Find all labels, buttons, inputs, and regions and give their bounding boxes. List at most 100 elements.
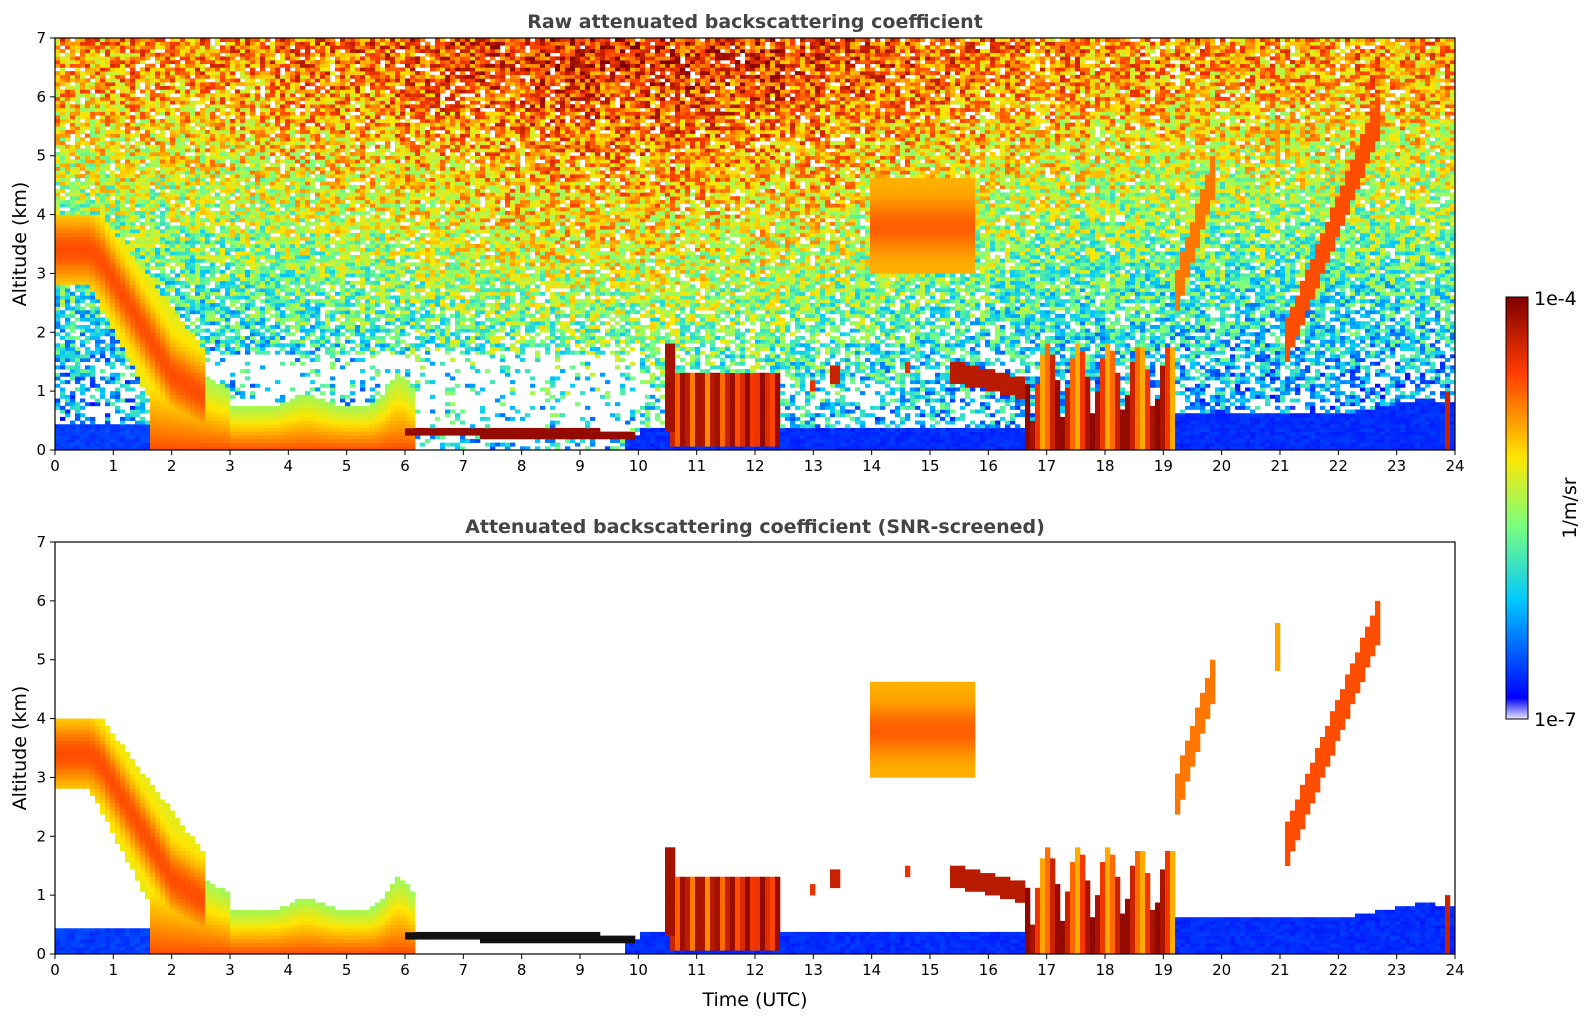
heatmap-cell [90,174,96,179]
heatmap-cell [295,435,301,440]
heatmap-cell [315,405,321,410]
heatmap-cell [300,93,306,98]
heatmap-cell [180,203,186,208]
heatmap-cell [120,431,126,436]
heatmap-cell [185,82,191,87]
heatmap-cell [225,339,231,344]
heatmap-cell [125,152,131,157]
heatmap-cell [120,262,126,267]
heatmap-cell [105,229,111,234]
heatmap-cell [205,115,211,120]
heatmap-cell [140,174,146,179]
heatmap-cell [275,255,281,260]
heatmap-cell [125,350,131,355]
heatmap-cell [120,354,126,359]
heatmap-cell [160,442,166,447]
heatmap-cell [125,339,131,344]
heatmap-cell [200,387,206,392]
heatmap-cell [255,104,261,109]
heatmap-cell [210,266,216,271]
heatmap-cell [100,236,106,241]
heatmap-cell [285,232,291,237]
heatmap-cell [55,133,61,138]
heatmap-cell [290,133,296,138]
heatmap-cell [200,442,206,447]
heatmap-cell [225,96,231,101]
heatmap-cell [55,232,61,237]
heatmap-cell [145,251,151,256]
heatmap-cell [180,137,186,142]
heatmap-cell [200,255,206,260]
heatmap-cell [125,63,131,68]
heatmap-cell [130,118,136,123]
heatmap-cell [175,358,181,363]
heatmap-cell [265,302,271,307]
heatmap-cell [215,236,221,241]
heatmap-cell [115,129,121,134]
heatmap-cell [280,277,286,282]
heatmap-cell [225,155,231,160]
heatmap-cell [210,409,216,414]
heatmap-cell [145,152,151,157]
heatmap-cell [250,413,256,418]
heatmap-cell [75,177,81,182]
heatmap-cell [265,71,271,76]
heatmap-cell [305,185,311,190]
heatmap-cell [145,74,151,79]
heatmap-cell [160,269,166,274]
heatmap-cell [80,163,86,168]
heatmap-cell [265,155,271,160]
heatmap-cell [185,244,191,248]
heatmap-cell [210,427,216,432]
heatmap-cell [115,446,121,450]
heatmap-cell [165,207,171,212]
heatmap-cell [290,60,296,65]
heatmap-cell [100,394,106,399]
heatmap-cell [90,210,96,215]
heatmap-cell [190,335,196,340]
heatmap-cell [190,380,196,385]
heatmap-cell [75,409,81,414]
heatmap-cell [205,166,211,171]
heatmap-cell [100,240,106,245]
heatmap-cell [145,52,151,57]
heatmap-cell [195,218,201,223]
heatmap-cell [65,45,71,50]
heatmap-cell [215,56,221,61]
heatmap-cell [85,111,91,116]
heatmap-cell [110,277,116,282]
heatmap-cell [170,96,176,101]
heatmap-cell [105,277,111,282]
heatmap-cell [285,402,291,407]
heatmap-cell [165,350,171,355]
heatmap-cell [190,71,196,76]
heatmap-cell [240,159,246,164]
heatmap-cell [150,104,156,109]
heatmap-cell [160,369,166,374]
heatmap-cell [135,166,141,171]
heatmap-cell [200,49,206,54]
heatmap-cell [255,328,261,333]
heatmap-cell [55,155,61,160]
heatmap-cell [85,280,91,285]
heatmap-cell [305,60,311,65]
heatmap-cell [165,85,171,90]
heatmap-cell [55,56,61,61]
heatmap-cell [70,93,76,98]
heatmap-cell [275,229,281,234]
heatmap-cell [65,111,71,116]
heatmap-cell [210,240,216,245]
heatmap-cell [235,262,241,267]
heatmap-cell [245,174,251,179]
heatmap-cell [150,89,156,94]
heatmap-cell [85,199,91,204]
heatmap-cell [120,350,126,355]
heatmap-cell [265,431,271,436]
heatmap-cell [155,332,161,337]
heatmap-cell [310,299,316,304]
heatmap-cell [130,295,136,300]
heatmap-cell [180,155,186,160]
heatmap-cell [100,214,106,219]
heatmap-cell [235,413,241,418]
heatmap-cell [220,196,226,201]
